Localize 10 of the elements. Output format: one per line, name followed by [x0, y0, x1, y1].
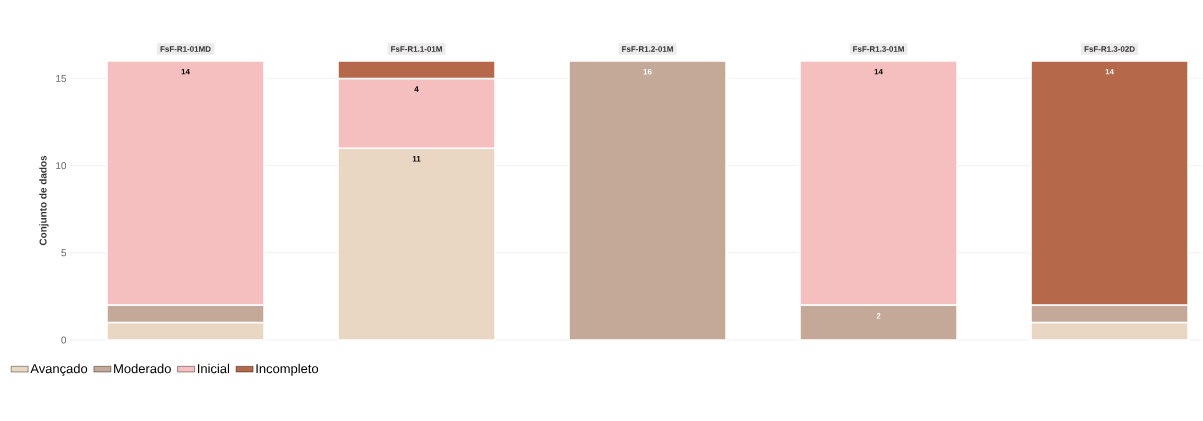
y-tick-label: 5 [61, 249, 67, 257]
y-tick-label: 10 [56, 162, 67, 170]
legend-label: Moderado [114, 363, 171, 374]
y-axis-title: Conjunto de dados [39, 155, 49, 246]
bar [568, 60, 727, 341]
y-tick-label: 15 [56, 74, 67, 82]
legend-label: Avançado [30, 363, 88, 376]
legend-label: Incompleto [256, 363, 319, 376]
y-tick-label: 0 [61, 336, 67, 344]
legend-label: Inicial [197, 363, 230, 374]
